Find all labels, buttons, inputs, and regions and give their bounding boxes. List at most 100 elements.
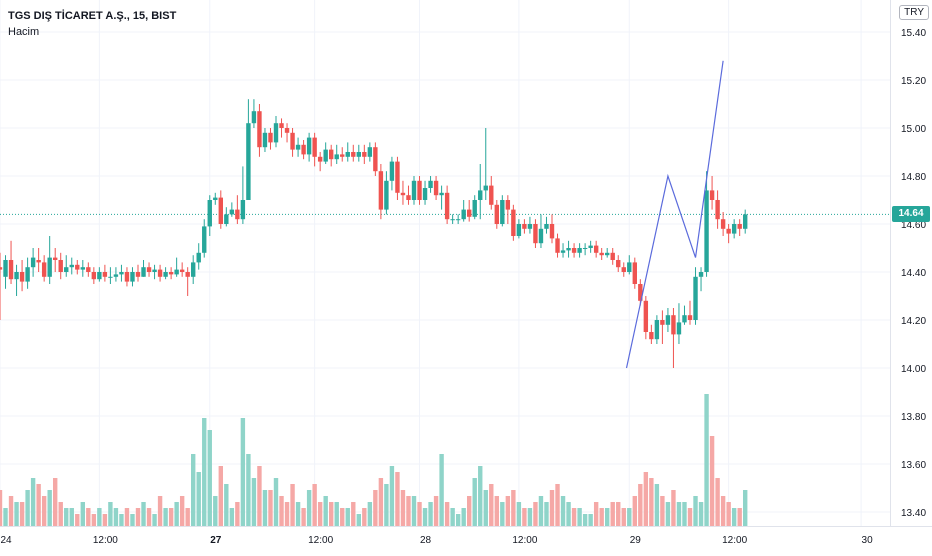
candle [422, 180, 428, 205]
candle-body [262, 132, 268, 148]
volume-bar [19, 502, 25, 526]
volume-bar [102, 514, 108, 526]
candle [417, 176, 422, 205]
candle-body [743, 214, 748, 229]
chart-area[interactable]: TGS DIŞ TİCARET A.Ş., 15, BIST Hacim [0, 0, 890, 526]
volume-bar [317, 502, 323, 526]
volume-bar [665, 502, 671, 526]
currency-badge[interactable]: TRY [899, 5, 929, 20]
price-axis[interactable]: 15.40 15.20 15.00 14.80 14.60 14.40 14.20 14.00… [890, 0, 932, 526]
candle [262, 128, 268, 152]
candle-body [577, 248, 582, 253]
symbol-title[interactable]: TGS DIŞ TİCARET A.Ş., 15, BIST [8, 10, 177, 22]
price-tick-label: 13.80 [901, 412, 926, 423]
time-axis[interactable]: 24 12:00 27 12:00 28 12:00 29 12:00 30 [0, 526, 932, 551]
volume-bar [301, 508, 306, 526]
price-tick-label: 13.60 [901, 460, 926, 471]
candle-body [179, 269, 185, 272]
candles[interactable] [0, 99, 748, 368]
candle [560, 243, 566, 258]
volume-bar [53, 478, 58, 526]
candle [522, 219, 527, 234]
time-tick-label: 12:00 [722, 535, 747, 546]
volume-bar [8, 496, 14, 526]
candle [312, 132, 317, 167]
volume-bar [566, 502, 571, 526]
candle-body [257, 111, 262, 148]
candle-body [671, 315, 676, 335]
candle-body [593, 245, 599, 253]
volume-bar [671, 490, 676, 526]
volume-bar [351, 502, 356, 526]
volume-bar [439, 454, 444, 526]
candle-body [19, 272, 25, 282]
candle-body [329, 149, 334, 160]
volume-bar [560, 496, 566, 526]
drawing-lines[interactable] [625, 60, 724, 369]
candle [450, 214, 455, 224]
candle-body [389, 161, 395, 181]
volume-bar [489, 484, 494, 526]
candle [306, 132, 312, 162]
candle-body [30, 257, 36, 268]
candle-body [290, 132, 295, 150]
candle-body [704, 190, 709, 272]
candle [500, 195, 505, 227]
candle [439, 185, 444, 210]
candle-body [726, 228, 731, 234]
candle [58, 252, 63, 280]
candle [649, 324, 654, 344]
candle [80, 260, 85, 277]
candle [163, 267, 168, 280]
volume-bar [323, 496, 328, 526]
volume-bar [461, 508, 466, 526]
candle [516, 219, 522, 239]
candle [726, 224, 731, 244]
candle-body [367, 147, 373, 157]
volume-bar [731, 508, 737, 526]
candle [577, 243, 582, 258]
candle [246, 99, 251, 200]
volume-bar [191, 454, 196, 526]
volume-bar [555, 484, 560, 526]
candle-body [312, 137, 317, 157]
candle [433, 176, 439, 200]
candle [395, 156, 400, 200]
candle [157, 264, 163, 282]
candle [378, 164, 384, 220]
candle-body [665, 315, 671, 325]
volume-indicator-label[interactable]: Hacim [8, 26, 40, 38]
volume-bar [124, 508, 130, 526]
volume-bar [356, 514, 361, 526]
volume-bar [113, 508, 119, 526]
candle-body [422, 188, 428, 200]
candle-body [340, 154, 345, 157]
candle-body [616, 260, 621, 268]
candle [257, 104, 262, 157]
volume-bar [422, 508, 428, 526]
volume-bar [687, 508, 693, 526]
volume-bar [185, 508, 190, 526]
candle-body [218, 197, 223, 224]
volume-bar [157, 496, 163, 526]
candle-body [113, 274, 119, 277]
volume-bar [229, 508, 235, 526]
candle-body [97, 272, 102, 280]
volume-bar [196, 472, 201, 526]
volume-bar [262, 490, 268, 526]
volume-bar [284, 502, 290, 526]
volume-bar [544, 502, 549, 526]
volume-bar [130, 514, 135, 526]
volume-bar [91, 514, 97, 526]
candle-body [643, 300, 649, 332]
volume-bar [378, 478, 384, 526]
volume-bar [549, 490, 555, 526]
candle [91, 267, 97, 284]
candle-body [224, 214, 229, 224]
time-tick-label: 12:00 [308, 535, 333, 546]
candle-body [284, 128, 290, 133]
volume-bar [605, 508, 610, 526]
candlestick-chart[interactable] [0, 0, 890, 526]
volume-bar [25, 490, 30, 526]
candle-body [157, 269, 163, 277]
